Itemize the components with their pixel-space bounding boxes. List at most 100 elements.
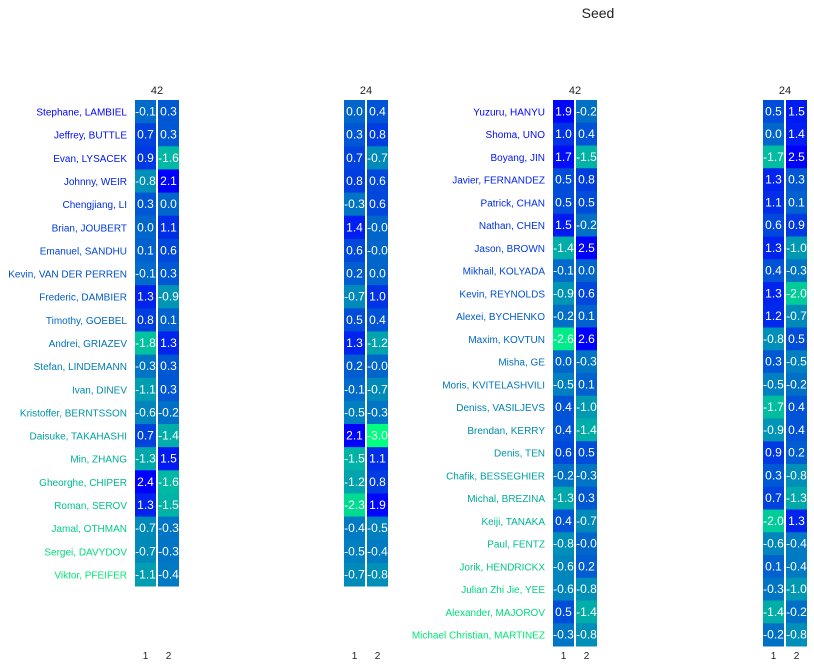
cell-value-label: -0.3	[786, 264, 807, 278]
heatmap-cell	[576, 418, 597, 442]
heatmap-cell	[367, 308, 388, 332]
heatmap-cell	[344, 447, 365, 471]
heatmap-cell	[135, 493, 156, 518]
cell-value-label: 0.5	[555, 605, 572, 619]
heatmap-cell	[786, 395, 807, 419]
heatmap-cell	[553, 418, 574, 442]
cell-value-label: -1.2	[344, 475, 365, 489]
heatmap-cell	[367, 354, 388, 379]
row-label: Kristoffer, BERNTSSON	[20, 408, 127, 419]
column-tick-label: 1	[352, 651, 358, 662]
heatmap-cell	[763, 168, 784, 192]
heatmap-cell	[367, 285, 388, 309]
row-label: Patrick, CHAN	[481, 198, 545, 209]
cell-value-label: 0.6	[369, 197, 386, 211]
heatmap-cell	[367, 400, 388, 425]
row-label: Alexander, MAJOROV	[446, 608, 546, 619]
cell-value-label: 0.0	[578, 264, 595, 278]
cell-value-label: 1.0	[369, 290, 386, 304]
row-label: Keiji, TANAKA	[481, 517, 545, 528]
row-label: Andrei, GRIAZEV	[49, 339, 128, 350]
row-label: Julian Zhi Jie, YEE	[461, 585, 545, 596]
heatmap-cell	[576, 259, 597, 283]
heatmap-cell	[135, 215, 156, 240]
row-label: Kevin, VAN DER PERREN	[8, 270, 127, 281]
cell-value-label: 0.4	[555, 514, 572, 528]
heatmap-cell	[553, 532, 574, 556]
heatmap-cell	[576, 236, 597, 260]
heatmap-cell	[786, 509, 807, 533]
cell-value-label: 0.8	[346, 174, 363, 188]
heatmap-cell	[786, 532, 807, 556]
heatmap-cell	[135, 470, 156, 494]
cell-value-label: -0.8	[576, 582, 597, 596]
heatmap-cell	[158, 354, 179, 379]
cell-value-label: 1.3	[160, 336, 177, 350]
heatmap-cell	[135, 100, 156, 124]
heatmap-cell	[135, 308, 156, 332]
heatmap-cell	[367, 470, 388, 494]
cell-value-label: 0.5	[555, 195, 572, 209]
column-tick-label: 2	[166, 651, 172, 662]
heatmap-cell	[763, 100, 784, 124]
heatmap-cell	[344, 100, 365, 124]
cell-value-label: -2.0	[786, 286, 807, 300]
cell-value-label: -1.7	[763, 400, 784, 414]
cell-value-label: 2.5	[578, 241, 595, 255]
cell-value-label: -0.9	[553, 286, 574, 300]
heatmap-cell	[158, 169, 179, 194]
heatmap-cell	[576, 623, 597, 647]
cell-value-label: 1.1	[369, 452, 386, 466]
column-tick-label: 2	[584, 651, 590, 662]
panel-header-3: 24	[779, 85, 791, 97]
cell-value-label: -1.0	[576, 400, 597, 414]
cell-value-label: 0.4	[765, 264, 782, 278]
heatmap-cell	[367, 447, 388, 471]
cell-value-label: -0.5	[344, 544, 365, 558]
heatmap-cell	[786, 577, 807, 601]
row-label: Nathan, CHEN	[479, 221, 545, 232]
heatmap-cell	[344, 169, 365, 194]
row-label: Paul, FENTZ	[487, 540, 545, 551]
heatmap-cell	[786, 213, 807, 237]
heatmap-cell	[576, 464, 597, 488]
heatmap-cell	[553, 441, 574, 465]
heatmap-cell	[576, 191, 597, 215]
heatmap-cell	[786, 418, 807, 442]
cell-value-label: 0.6	[160, 243, 177, 257]
cell-value-label: 1.5	[788, 104, 805, 118]
cell-value-label: -1.2	[367, 336, 388, 350]
cell-value-label: 0.9	[765, 446, 782, 460]
heatmap-cell	[135, 123, 156, 147]
cell-value-label: 0.5	[555, 173, 572, 187]
cell-value-label: -0.8	[786, 628, 807, 642]
heatmap-cell	[367, 331, 388, 356]
cell-value-label: -0.4	[158, 567, 179, 581]
row-label: Maxim, KOVTUN	[468, 335, 545, 346]
cell-value-label: -0.2	[763, 628, 784, 642]
heatmap-cell	[786, 600, 807, 624]
heatmap-cell	[576, 145, 597, 169]
heatmap-cell	[763, 555, 784, 579]
heatmap-cell	[158, 516, 179, 541]
row-label: Chengjiang, LI	[63, 200, 128, 211]
cell-value-label: 0.4	[369, 313, 386, 327]
heatmap-cell	[158, 424, 179, 448]
cell-value-label: 0.2	[346, 359, 363, 373]
column-tick-label: 1	[143, 651, 149, 662]
cell-value-label: -0.5	[344, 405, 365, 419]
cell-value-label: -0.7	[135, 544, 156, 558]
cell-value-label: -1.8	[135, 336, 156, 350]
cell-value-label: -0.4	[344, 521, 365, 535]
heatmap-cell	[576, 441, 597, 465]
heatmap-cell	[786, 441, 807, 465]
heatmap-cell	[553, 395, 574, 419]
heatmap-cell	[344, 308, 365, 332]
heatmap-cell	[786, 327, 807, 351]
cell-value-label: 1.2	[765, 309, 782, 323]
cell-value-label: 0.4	[578, 127, 595, 141]
column-tick-label: 1	[771, 651, 777, 662]
row-label: Evan, LYSACEK	[53, 154, 127, 165]
heatmap-cell	[135, 262, 156, 286]
heatmap-cell	[344, 192, 365, 217]
